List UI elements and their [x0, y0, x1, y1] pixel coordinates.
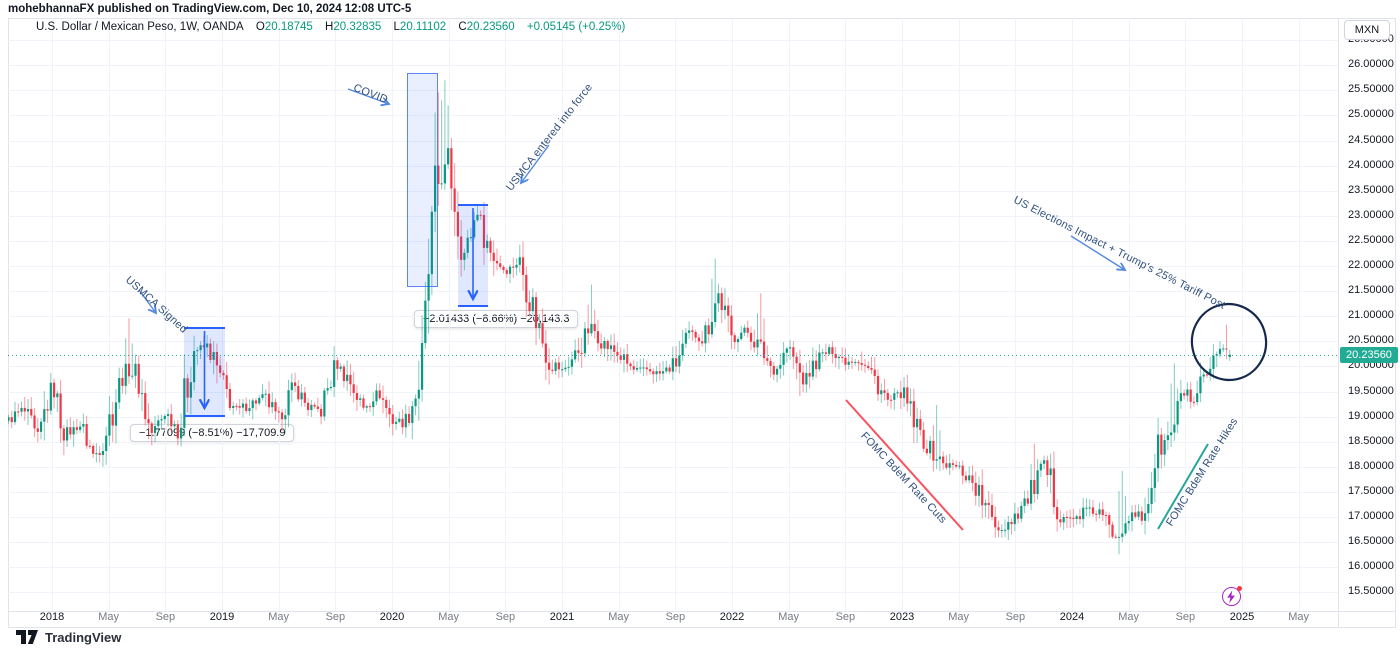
last-price-tag: 20.23560: [1340, 347, 1398, 363]
price-axis-label: 22.00000: [1348, 259, 1394, 272]
price-axis-label: 21.00000: [1348, 309, 1394, 322]
time-axis-label: 2022: [719, 611, 745, 623]
price-axis-label: 17.50000: [1348, 484, 1394, 497]
footer: TradingView: [16, 630, 121, 645]
price-axis-label: 18.00000: [1348, 459, 1394, 472]
close-label: C: [458, 21, 467, 33]
time-axis-label: May: [98, 611, 119, 623]
symbol-legend: U.S. Dollar / Mexican Peso, 1W, OANDA O2…: [36, 21, 625, 33]
price-axis-label: 18.50000: [1348, 434, 1394, 447]
lightning-bolt-icon: [1227, 590, 1235, 603]
time-axis-label: May: [1118, 611, 1139, 623]
time-axis-separator: [8, 611, 1396, 612]
time-axis-label: 2018: [39, 611, 65, 623]
time-axis-label: 2020: [379, 611, 405, 623]
price-axis-label: 25.00000: [1348, 108, 1394, 121]
price-axis-label: 24.50000: [1348, 133, 1394, 146]
time-axis-label: 2019: [209, 611, 235, 623]
time-axis-label: May: [778, 611, 799, 623]
time-axis-label: Sep: [155, 611, 176, 623]
tradingview-logo-icon: [16, 630, 38, 644]
currency-button[interactable]: MXN: [1344, 20, 1390, 40]
price-axis-label: 25.50000: [1348, 83, 1394, 96]
price-range-box-usmca-force[interactable]: [458, 204, 488, 307]
brand-name: TradingView: [45, 630, 122, 645]
time-axis-label: May: [948, 611, 969, 623]
time-axis-label: May: [608, 611, 629, 623]
change-value: +0.05145 (+0.25%): [526, 21, 626, 33]
price-axis-label: 19.00000: [1348, 409, 1394, 422]
low-value: 20.11102: [399, 21, 447, 33]
symbol-title: U.S. Dollar / Mexican Peso, 1W, OANDA: [36, 21, 244, 33]
price-axis-label: 20.50000: [1348, 334, 1394, 347]
time-axis-label: Sep: [325, 611, 346, 623]
candlestick-chart[interactable]: [8, 18, 1338, 612]
time-axis-label: 2023: [889, 611, 915, 623]
price-axis-label: 19.50000: [1348, 384, 1394, 397]
time-axis-label: Sep: [1175, 611, 1196, 623]
time-axis-label: Sep: [1005, 611, 1026, 623]
price-axis-label: 15.50000: [1348, 585, 1394, 598]
publisher-line: mohebhannaFX published on TradingView.co…: [8, 3, 412, 15]
price-axis-separator: [1338, 18, 1339, 628]
time-axis-label: 2025: [1229, 611, 1255, 623]
price-axis-label: 16.00000: [1348, 560, 1394, 573]
time-axis-label: Sep: [495, 611, 516, 623]
open-value: 20.18745: [264, 21, 313, 33]
high-value: 20.32835: [333, 21, 382, 33]
price-axis-label: 22.50000: [1348, 233, 1394, 246]
time-axis-label: May: [268, 611, 289, 623]
covid-highlight-box[interactable]: [407, 73, 438, 287]
low-label: L: [393, 21, 400, 33]
price-axis-label: 26.00000: [1348, 58, 1394, 71]
time-axis-label: 2021: [549, 611, 575, 623]
time-axis-label: May: [438, 611, 459, 623]
price-axis-label: 17.00000: [1348, 510, 1394, 523]
high-label: H: [325, 21, 334, 33]
price-axis-label: 23.00000: [1348, 208, 1394, 221]
time-axis-label: Sep: [665, 611, 686, 623]
notification-dot: [1237, 586, 1242, 591]
time-axis-label: Sep: [835, 611, 856, 623]
price-axis-label: 21.50000: [1348, 284, 1394, 297]
price-range-box-usmca-signed[interactable]: [184, 327, 225, 417]
price-axis-label: 16.50000: [1348, 535, 1394, 548]
time-axis-label: May: [1288, 611, 1309, 623]
open-label: O: [255, 21, 265, 33]
close-value: 20.23560: [466, 21, 515, 33]
idea-flash-icon[interactable]: [1222, 586, 1242, 606]
price-axis-label: 23.50000: [1348, 183, 1394, 196]
time-axis-label: 2024: [1059, 611, 1085, 623]
price-axis-label: 24.00000: [1348, 158, 1394, 171]
